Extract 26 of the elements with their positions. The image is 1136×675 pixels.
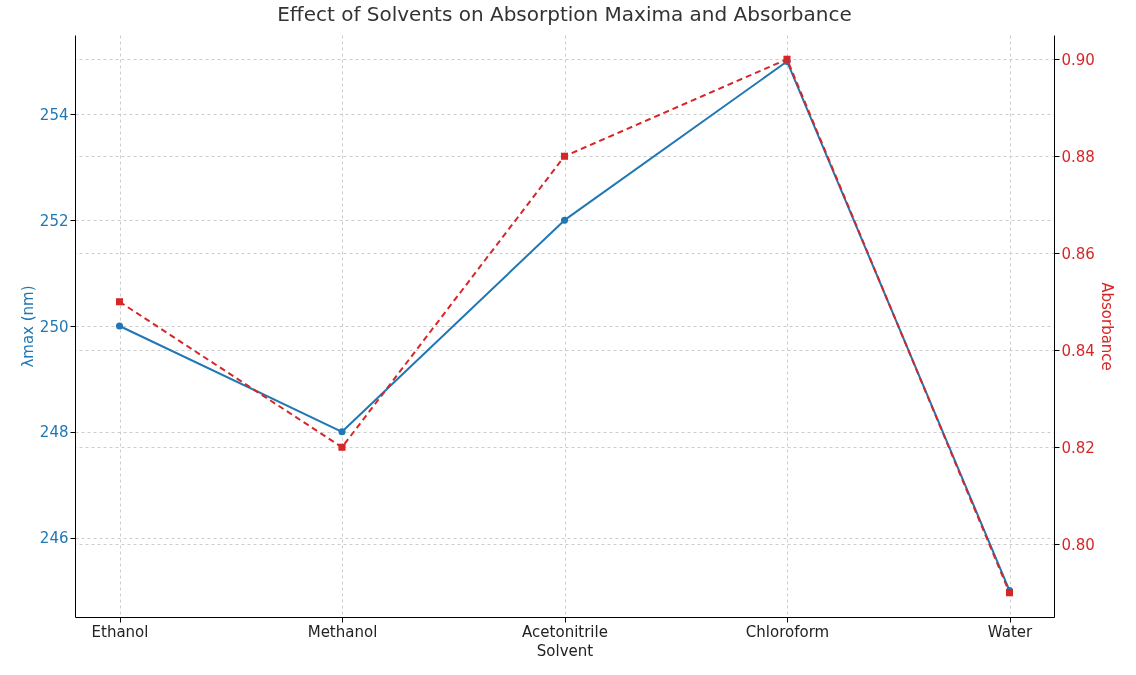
point	[338, 428, 346, 436]
x-tick-label: Acetonitrile	[522, 622, 608, 641]
x-axis-title: Solvent	[536, 641, 594, 660]
x-tick-label: Ethanol	[91, 622, 149, 641]
y-tick-label: 246	[39, 529, 69, 548]
y-tick-label: 252	[39, 211, 69, 230]
y2-tick-label: 0.88	[1061, 147, 1095, 166]
point	[560, 216, 569, 224]
y2-axis-title: Absorbance	[1097, 282, 1116, 371]
y2-tick-label: 0.90	[1061, 50, 1095, 69]
y2-tick-label: 0.86	[1061, 244, 1095, 263]
point	[115, 322, 124, 330]
point	[338, 443, 346, 451]
y-tick-label: 248	[39, 423, 69, 442]
y-tick-label: 250	[39, 317, 69, 336]
y-axis-title: λmax (nm)	[18, 285, 37, 368]
y2-tick-label: 0.80	[1061, 535, 1095, 554]
point	[560, 152, 569, 160]
chart-title: Effect of Solvents on Absorption Maxima and Absorbance	[277, 2, 852, 26]
x-tick-label: Chloroform	[745, 622, 830, 641]
x-tick-label: Methanol	[307, 622, 378, 641]
y2-tick-label: 0.82	[1061, 438, 1095, 457]
y2-tick-label: 0.84	[1061, 341, 1095, 360]
y-tick-label: 254	[39, 105, 69, 124]
point	[115, 298, 124, 306]
x-tick-label: Water	[987, 622, 1033, 641]
